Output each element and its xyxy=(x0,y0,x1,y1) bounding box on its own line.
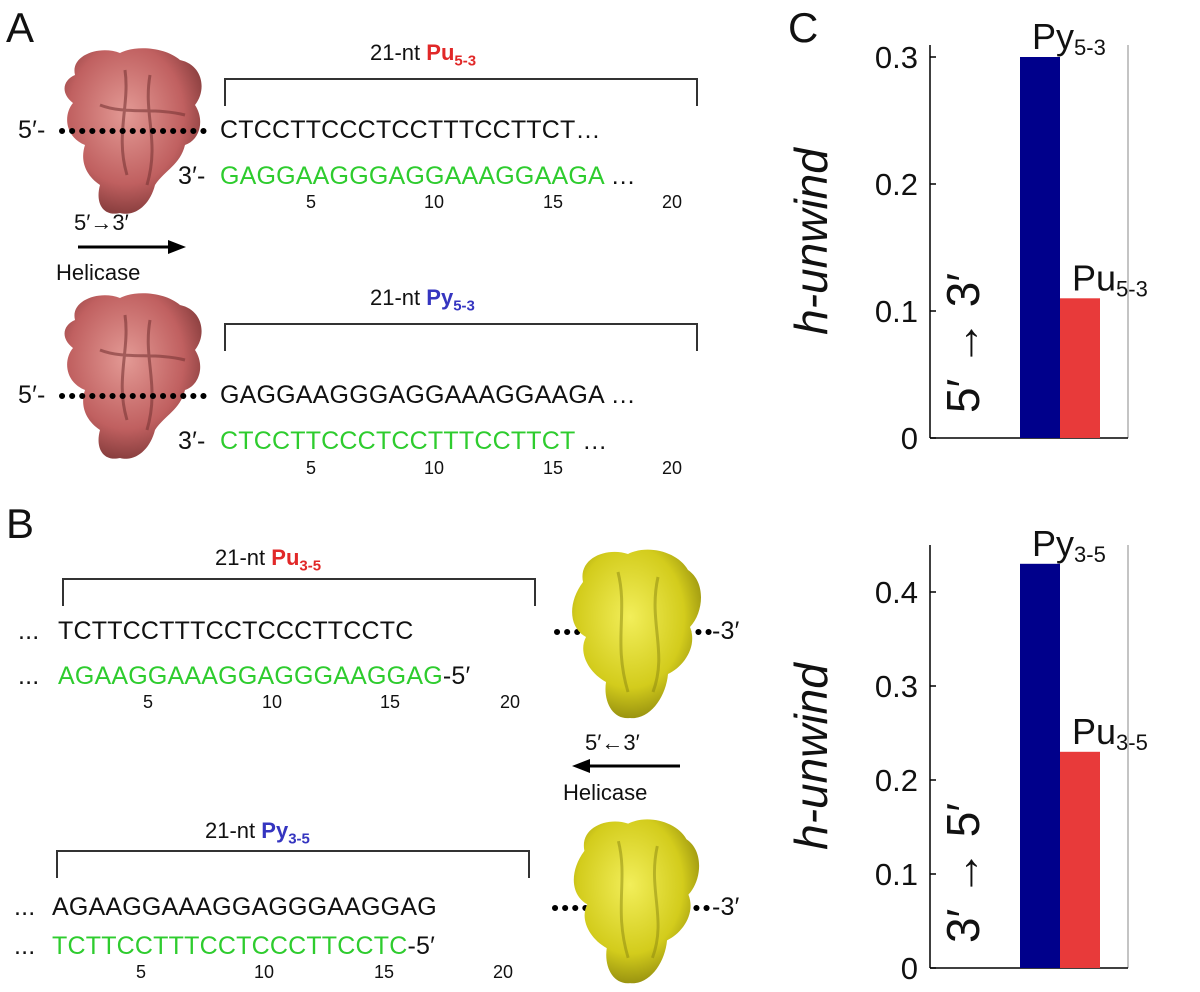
y-tick-label: 0 xyxy=(901,951,918,986)
sequence-strand: GAGGAAGGGAGGAAAGGAAGA xyxy=(220,162,604,190)
ellipsis: … xyxy=(603,162,636,190)
sequence-strand: TCTTCCTTTCCTCCCTTCCTC xyxy=(52,932,408,960)
bar-py-5-3 xyxy=(1020,57,1060,438)
position-tick: 20 xyxy=(500,692,521,712)
strand-end-label: 3′- xyxy=(178,162,206,190)
strand-end-label: -3′ xyxy=(712,617,740,645)
sequence-strand: CTCCTTCCCTCCTTTCCTTCT xyxy=(220,427,576,455)
position-tick: 10 xyxy=(262,692,283,712)
ellipsis: ... xyxy=(18,662,40,690)
ellipsis: ... xyxy=(18,617,40,645)
sequence-strand: AGAAGGAAAGGAGGGAAGGAG xyxy=(52,893,437,921)
py53-sub: 5-3 xyxy=(453,297,475,315)
ellipsis: … xyxy=(575,427,608,455)
py53-name: Py xyxy=(426,285,454,310)
y-tick-label: 0.3 xyxy=(875,669,918,704)
direction-inner-label: 3′ → 5′ xyxy=(937,803,989,943)
direction-label: 5′→3′ xyxy=(74,210,129,235)
strand-end-label: -3′ xyxy=(712,893,740,921)
position-tick: 15 xyxy=(543,458,564,478)
length-bracket xyxy=(224,78,698,106)
helicase-protein-icon xyxy=(573,819,700,984)
series-label: Pu5-3 xyxy=(1072,257,1148,301)
length-label: 21-nt xyxy=(215,545,272,570)
y-tick-label: 0.2 xyxy=(875,167,918,202)
strand-end-label: -5′ xyxy=(442,662,471,690)
panel-b-letter: B xyxy=(6,500,35,547)
panel-a-letter: A xyxy=(6,4,35,51)
series-label: Py5-3 xyxy=(1032,16,1106,60)
position-tick: 15 xyxy=(374,962,395,982)
strand-end-label: -5′ xyxy=(407,932,436,960)
position-tick: 10 xyxy=(254,962,275,982)
series-label: Pu3-5 xyxy=(1072,711,1148,755)
position-tick: 10 xyxy=(424,192,445,212)
pu35-sub: 3-5 xyxy=(299,557,322,575)
strand-end-label: 5′- xyxy=(18,381,46,409)
position-tick: 5 xyxy=(143,692,154,712)
strand-end-label: 5′- xyxy=(18,116,46,144)
length-label: 21-nt xyxy=(370,285,427,310)
y-tick-label: 0.4 xyxy=(875,575,918,610)
dotted-strand xyxy=(59,128,211,134)
pu53-sub: 5-3 xyxy=(454,52,477,70)
length-bracket xyxy=(224,323,698,351)
position-tick: 5 xyxy=(306,192,317,212)
direction-inner-label: 5′ → 3′ xyxy=(937,273,989,413)
bar-pu-5-3 xyxy=(1060,298,1100,438)
y-axis-label: h-unwind xyxy=(785,147,837,335)
helicase-protein-icon xyxy=(572,549,701,719)
position-tick: 5 xyxy=(136,962,147,982)
position-tick: 15 xyxy=(543,192,564,212)
direction-label: 5′←3′ xyxy=(585,730,640,755)
series-label: Py3-5 xyxy=(1032,523,1106,567)
right-arrow-icon xyxy=(78,240,186,254)
position-tick: 5 xyxy=(306,458,317,478)
ellipsis: … xyxy=(575,116,601,144)
helicase-label: Helicase xyxy=(563,780,648,805)
sequence-strand: GAGGAAGGGAGGAAAGGAAGA xyxy=(220,381,604,409)
position-tick: 15 xyxy=(380,692,401,712)
pu53-name: Pu xyxy=(426,40,455,65)
dotted-strand xyxy=(59,393,211,399)
ellipsis: ... xyxy=(14,893,36,921)
length-label: 21-nt xyxy=(370,40,427,65)
panel-c-letter: C xyxy=(788,4,819,51)
sequence-strand: TCTTCCTTTCCTCCCTTCCTC xyxy=(58,617,414,645)
bar-pu-3-5 xyxy=(1060,751,1100,968)
left-arrow-icon xyxy=(572,759,680,773)
position-tick: 20 xyxy=(493,962,514,982)
y-tick-label: 0.1 xyxy=(875,294,918,329)
pu35-name: Pu xyxy=(271,545,300,570)
py35-sub: 3-5 xyxy=(288,830,310,848)
length-bracket xyxy=(56,850,530,878)
helicase-label: Helicase xyxy=(56,260,141,285)
y-tick-label: 0.3 xyxy=(875,40,918,75)
y-tick-label: 0.2 xyxy=(875,763,918,798)
y-axis-label: h-unwind xyxy=(785,662,837,850)
length-label: 21-nt xyxy=(205,818,262,843)
ellipsis: ... xyxy=(14,932,36,960)
position-tick: 10 xyxy=(424,458,445,478)
sequence-strand: AGAAGGAAAGGAGGGAAGGAG xyxy=(58,662,443,690)
helicase-protein-icon xyxy=(64,293,202,459)
length-bracket xyxy=(62,578,536,606)
y-tick-label: 0 xyxy=(901,421,918,456)
strand-end-label: 3′- xyxy=(178,427,206,455)
position-tick: 20 xyxy=(662,458,683,478)
py35-name: Py xyxy=(261,818,289,843)
position-tick: 20 xyxy=(662,192,683,212)
sequence-strand: CTCCTTCCCTCCTTTCCTTCT xyxy=(220,116,576,144)
y-tick-label: 0.1 xyxy=(875,857,918,892)
ellipsis: … xyxy=(603,381,636,409)
bar-py-3-5 xyxy=(1020,563,1060,968)
